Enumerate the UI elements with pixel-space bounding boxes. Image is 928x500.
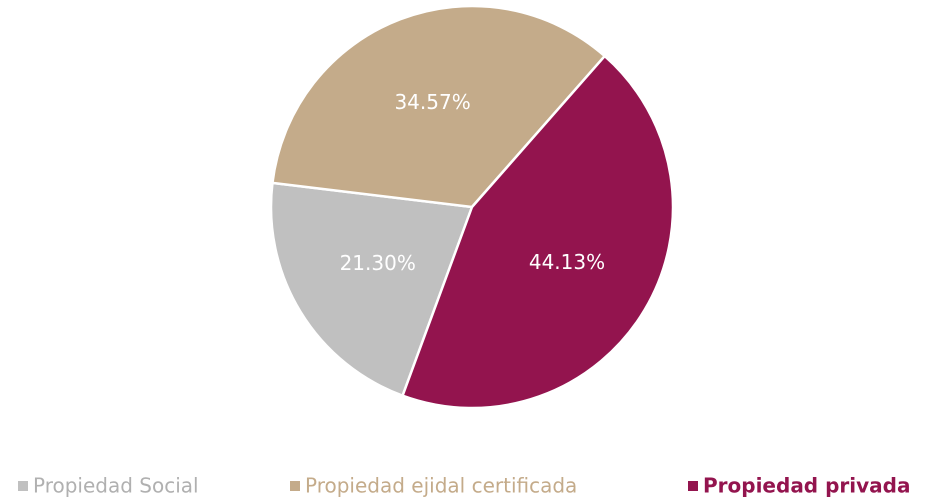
legend-label: Propiedad Social: [33, 474, 199, 498]
pie-slice: [271, 4, 607, 209]
pie-slice: [400, 54, 675, 410]
value-label: 34.57%: [394, 90, 470, 114]
value-label: 44.13%: [529, 250, 605, 274]
legend-swatch: [688, 481, 698, 491]
legend-label: Propiedad ejidal certificada: [305, 474, 577, 498]
legend-swatch: [18, 481, 28, 491]
legend-label: Propiedad privada: [703, 474, 910, 498]
legend-swatch: [290, 481, 300, 491]
value-label: 21.30%: [340, 251, 416, 275]
